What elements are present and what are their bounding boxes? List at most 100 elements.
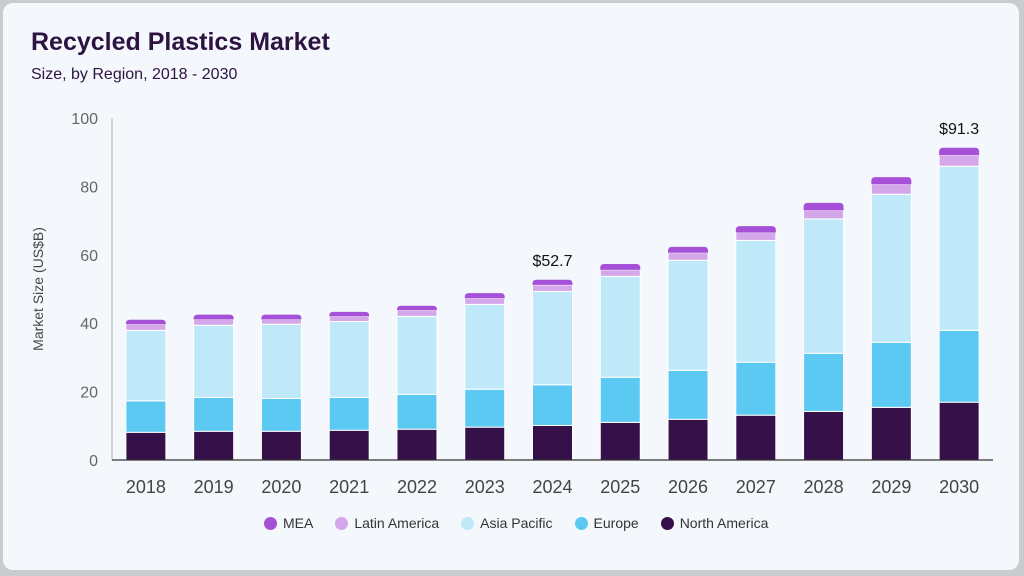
y-tick-label: 60 xyxy=(80,248,98,265)
bar-segment xyxy=(328,396,370,431)
bar-segment xyxy=(599,376,641,423)
legend-label: MEA xyxy=(283,515,314,531)
bar-segment xyxy=(803,209,845,220)
bar-segment xyxy=(735,414,777,461)
legend-item[interactable]: Europe xyxy=(574,515,639,531)
legend-label: Europe xyxy=(593,515,639,531)
bar-segment xyxy=(735,226,776,233)
bar-segment xyxy=(532,279,573,285)
bar-segment xyxy=(396,309,438,317)
bar-segment xyxy=(125,400,167,433)
chart-card: Recycled Plastics Market Size, by Region… xyxy=(3,3,1019,570)
bar-segment xyxy=(667,259,709,371)
bar-segment xyxy=(667,418,709,461)
bar-segment xyxy=(938,329,980,403)
bar-segment xyxy=(260,318,302,325)
bar-segment xyxy=(599,421,641,461)
data-label: $91.3 xyxy=(939,121,979,138)
x-tick-label: 2024 xyxy=(532,477,572,497)
bar-segment xyxy=(193,396,235,432)
bar-segment xyxy=(532,424,573,461)
bar-segment xyxy=(260,430,302,461)
bar-segment xyxy=(735,361,777,416)
bar-segment xyxy=(938,165,980,331)
y-tick-label: 100 xyxy=(71,111,98,128)
bar-segment xyxy=(871,177,912,185)
bar-segment xyxy=(125,319,166,325)
bar-segment xyxy=(464,293,505,299)
legend-item[interactable]: MEA xyxy=(264,515,313,531)
bar-segment xyxy=(735,239,777,363)
legend-swatch xyxy=(264,516,277,530)
legend-swatch xyxy=(335,516,349,530)
y-tick-label: 0 xyxy=(89,453,98,470)
bar-segment xyxy=(328,429,370,461)
bar-segment xyxy=(668,246,709,253)
bar-segment xyxy=(938,401,980,461)
bar-segment xyxy=(870,406,912,461)
y-tick-label: 40 xyxy=(80,316,98,333)
bar-segment xyxy=(193,430,235,461)
legend-label: Latin America xyxy=(354,515,440,531)
bar-segment xyxy=(667,369,709,420)
bar-segment xyxy=(735,232,777,241)
x-tick-label: 2027 xyxy=(736,477,776,497)
bar-segment xyxy=(396,393,438,430)
bar-segment xyxy=(532,384,573,426)
x-tick-label: 2018 xyxy=(126,477,166,497)
x-tick-label: 2021 xyxy=(329,477,369,497)
bar-segment xyxy=(125,323,167,331)
bar-segment xyxy=(396,315,438,395)
bar-segment xyxy=(261,314,302,320)
data-label: $52.7 xyxy=(532,253,572,270)
bar-segment xyxy=(328,320,370,398)
legend-swatch xyxy=(574,516,588,530)
bar-segment xyxy=(396,305,437,311)
x-tick-label: 2020 xyxy=(261,477,301,497)
x-tick-label: 2029 xyxy=(871,477,911,497)
y-axis-label: Market Size (US$B) xyxy=(30,227,46,351)
bar-segment xyxy=(464,297,506,305)
legend-label: Asia Pacific xyxy=(480,515,553,531)
bar-segment xyxy=(464,426,506,461)
x-tick-label: 2019 xyxy=(194,477,234,497)
x-tick-label: 2030 xyxy=(939,477,979,497)
bar-segment xyxy=(803,410,845,461)
bar-segment xyxy=(193,324,235,398)
bar-segment xyxy=(939,147,980,156)
bar-segment xyxy=(193,314,234,320)
bar-segment xyxy=(870,193,912,343)
legend-swatch xyxy=(660,516,674,530)
bar-segment xyxy=(600,264,641,270)
y-tick-label: 80 xyxy=(80,179,98,196)
legend-item[interactable]: Asia Pacific xyxy=(461,515,553,531)
bar-segment xyxy=(464,388,506,428)
chart-subtitle: Size, by Region, 2018 - 2030 xyxy=(31,66,238,83)
bar-segment xyxy=(532,290,573,386)
bar-segment xyxy=(260,323,302,399)
bar-segment xyxy=(667,252,709,261)
bar-segment xyxy=(329,311,370,317)
bar-segment xyxy=(803,202,844,211)
bar-segment xyxy=(193,318,235,326)
legend-swatch xyxy=(461,516,475,530)
bar-segment xyxy=(803,352,845,412)
legend-label: North America xyxy=(679,515,769,531)
bar-segment xyxy=(328,315,370,322)
chart-title: Recycled Plastics Market xyxy=(31,28,330,56)
x-tick-label: 2022 xyxy=(397,477,437,497)
y-tick-label: 20 xyxy=(80,385,98,402)
bar-segment xyxy=(464,303,506,390)
legend: MEA Latin America Asia Pacific Europe North … xyxy=(264,515,768,531)
x-tick-label: 2026 xyxy=(668,477,708,497)
bar-segment xyxy=(870,341,912,408)
legend-item[interactable]: Latin America xyxy=(335,515,439,531)
x-tick-label: 2025 xyxy=(600,477,640,497)
bar-segment xyxy=(260,397,302,432)
bar-segment xyxy=(599,269,641,277)
bar-segment xyxy=(532,284,573,292)
bar-segment xyxy=(396,428,438,461)
legend-item[interactable]: North America xyxy=(660,515,769,531)
bar-segment xyxy=(870,183,912,195)
